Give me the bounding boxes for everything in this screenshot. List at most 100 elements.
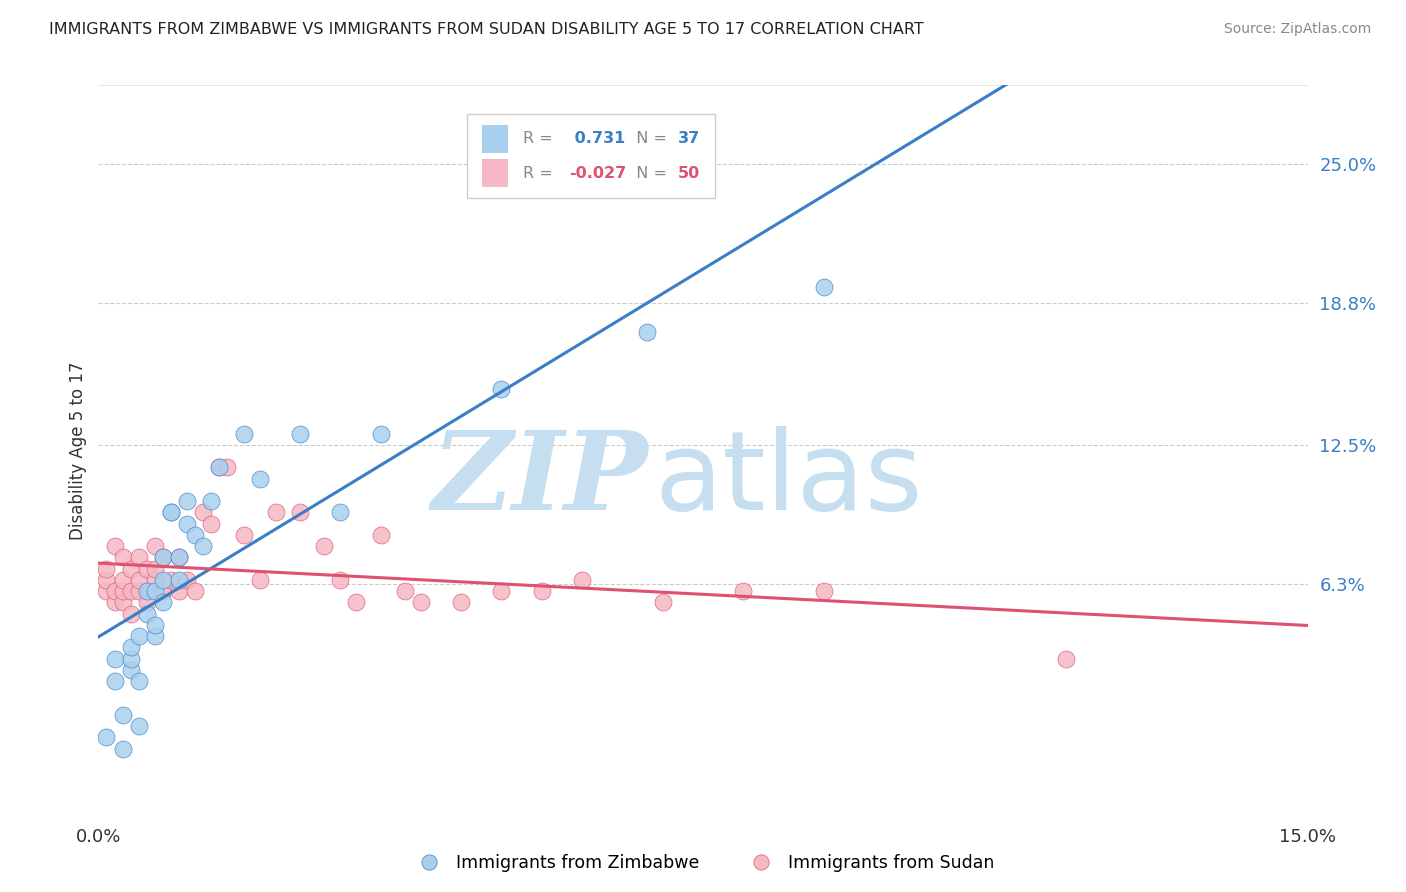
Point <box>249 573 271 587</box>
Text: R =: R = <box>523 131 558 146</box>
Point <box>176 494 198 508</box>
Point <box>288 426 311 441</box>
Legend: Immigrants from Zimbabwe, Immigrants from Sudan: Immigrants from Zimbabwe, Immigrants fro… <box>405 847 1001 879</box>
Point <box>96 731 118 745</box>
Point <box>167 550 190 565</box>
Point <box>120 640 142 655</box>
Point <box>96 584 118 599</box>
Point <box>176 516 198 531</box>
Point <box>1054 651 1077 665</box>
Text: 0.731: 0.731 <box>569 131 626 146</box>
Point <box>103 595 125 609</box>
Point <box>120 663 142 677</box>
Point <box>128 550 150 565</box>
Point <box>193 539 215 553</box>
Point <box>103 539 125 553</box>
Point <box>143 618 166 632</box>
Point <box>135 561 157 575</box>
Point <box>370 528 392 542</box>
Text: IMMIGRANTS FROM ZIMBABWE VS IMMIGRANTS FROM SUDAN DISABILITY AGE 5 TO 17 CORRELA: IMMIGRANTS FROM ZIMBABWE VS IMMIGRANTS F… <box>49 22 924 37</box>
Point <box>450 595 472 609</box>
Point <box>208 460 231 475</box>
Point <box>152 595 174 609</box>
Text: 50: 50 <box>678 166 700 181</box>
Text: -0.027: -0.027 <box>569 166 626 181</box>
Point <box>329 505 352 519</box>
Point <box>491 382 513 396</box>
Point <box>167 573 190 587</box>
Point <box>111 595 134 609</box>
Text: ZIP: ZIP <box>432 426 648 533</box>
Point <box>143 573 166 587</box>
Text: 37: 37 <box>678 131 700 146</box>
Point <box>103 651 125 665</box>
Point <box>135 607 157 621</box>
Point <box>128 719 150 733</box>
FancyBboxPatch shape <box>467 114 716 198</box>
Point <box>120 651 142 665</box>
Point <box>96 573 118 587</box>
Point <box>733 584 755 599</box>
Point <box>135 595 157 609</box>
Point <box>530 584 553 599</box>
Point <box>143 561 166 575</box>
Point <box>217 460 239 475</box>
Point <box>264 505 287 519</box>
Point <box>636 326 658 340</box>
Point <box>128 584 150 599</box>
Point <box>232 528 254 542</box>
Point <box>128 629 150 643</box>
Point <box>491 584 513 599</box>
Point <box>160 573 183 587</box>
Point <box>184 584 207 599</box>
Point <box>813 584 835 599</box>
Text: Source: ZipAtlas.com: Source: ZipAtlas.com <box>1223 22 1371 37</box>
Point <box>193 505 215 519</box>
Point <box>111 741 134 756</box>
Point <box>249 472 271 486</box>
Point <box>128 573 150 587</box>
Point <box>160 505 183 519</box>
Point <box>120 607 142 621</box>
Point <box>143 584 166 599</box>
Point <box>167 550 190 565</box>
Point <box>111 550 134 565</box>
Point <box>152 584 174 599</box>
Point <box>176 573 198 587</box>
Point <box>120 561 142 575</box>
Point <box>152 550 174 565</box>
Point <box>111 584 134 599</box>
Bar <box>482 160 509 187</box>
Point <box>128 674 150 689</box>
Point <box>394 584 416 599</box>
Point <box>143 539 166 553</box>
Point <box>103 584 125 599</box>
Point <box>651 595 673 609</box>
Text: N =: N = <box>626 166 672 181</box>
Point <box>167 584 190 599</box>
Point <box>152 550 174 565</box>
Point <box>111 573 134 587</box>
Text: atlas: atlas <box>655 426 924 533</box>
Point <box>571 573 593 587</box>
Point <box>232 426 254 441</box>
Point <box>103 674 125 689</box>
Point <box>111 707 134 722</box>
Point <box>370 426 392 441</box>
Y-axis label: Disability Age 5 to 17: Disability Age 5 to 17 <box>69 361 87 540</box>
Point <box>314 539 336 553</box>
Point <box>208 460 231 475</box>
Text: R =: R = <box>523 166 558 181</box>
Point <box>152 573 174 587</box>
Bar <box>482 125 509 153</box>
Point <box>120 584 142 599</box>
Point <box>200 494 222 508</box>
Point <box>813 280 835 294</box>
Point <box>200 516 222 531</box>
Point <box>135 584 157 599</box>
Point <box>143 629 166 643</box>
Point <box>288 505 311 519</box>
Text: N =: N = <box>626 131 672 146</box>
Point <box>160 505 183 519</box>
Point <box>184 528 207 542</box>
